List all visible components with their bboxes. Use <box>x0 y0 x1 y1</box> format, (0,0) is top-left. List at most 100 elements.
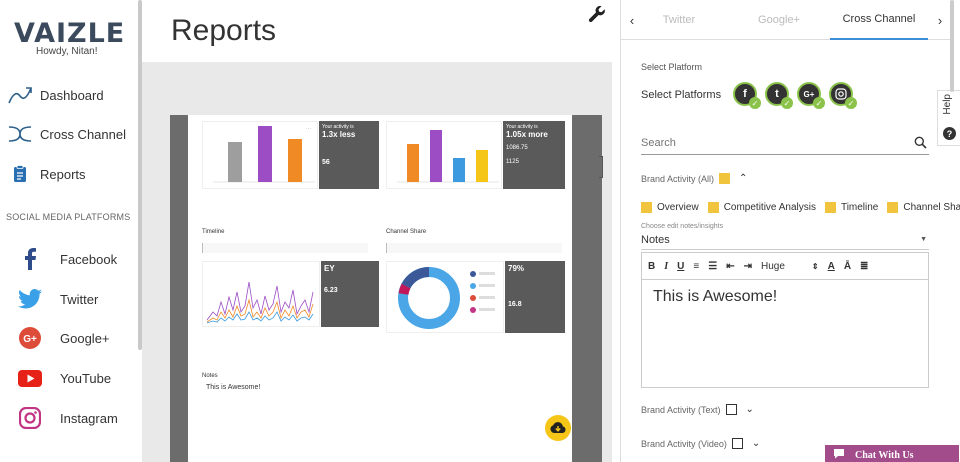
notes-text: This is Awesome! <box>206 384 261 391</box>
background-color-icon[interactable]: Ā <box>843 260 852 272</box>
option-label: Timeline <box>840 202 879 213</box>
insight-value: 1125 <box>506 159 519 165</box>
platform-label: Twitter <box>60 291 99 307</box>
choose-notes-label: Choose edit notes/insights <box>641 223 724 230</box>
channel-share-checkbox[interactable] <box>887 202 899 213</box>
insight-big: 1.3x less <box>322 130 356 139</box>
brand-activity-text[interactable]: Brand Activity (Text) ⌄ <box>641 404 754 415</box>
tab-google-plus[interactable]: Google+ <box>758 14 800 26</box>
panel-scrollbar[interactable] <box>949 0 955 462</box>
indent-icon[interactable]: ⇥ <box>743 260 752 272</box>
insight-avg: 1086.75 <box>506 145 528 151</box>
brand-activity-text-checkbox[interactable] <box>725 404 737 415</box>
report-bar-chart-2 <box>386 121 502 189</box>
brand-activity-video-checkbox[interactable] <box>731 438 743 449</box>
report-bar-chart-1: ⋯ <box>202 121 318 189</box>
brand-activity-all-checkbox[interactable] <box>719 173 731 184</box>
download-icon[interactable] <box>545 415 571 441</box>
facebook-icon <box>0 248 60 270</box>
vaizle-logo[interactable]: VAIZLE <box>14 18 126 49</box>
main-area: Reports ⋯ Your activity is 1.3x less 56 <box>142 0 612 462</box>
competitive-analysis-checkbox[interactable] <box>707 202 719 213</box>
sidebar: VAIZLE Howdy, Nitan! Dashboard Cross Cha… <box>0 0 138 462</box>
caret-down-icon[interactable]: ▼ <box>920 236 927 243</box>
chat-with-us-button[interactable]: Chat With Us <box>825 445 959 462</box>
tab-twitter[interactable]: Twitter <box>662 14 696 26</box>
search-input[interactable] <box>641 133 901 153</box>
nav-dashboard[interactable]: Dashboard <box>0 80 138 110</box>
check-icon: ✓ <box>813 97 825 109</box>
nav-cross-channel[interactable]: Cross Channel <box>0 119 138 149</box>
underline-button[interactable]: U <box>677 260 685 272</box>
page-title: Reports <box>171 14 277 47</box>
insight-big: 1.05x more <box>506 130 548 139</box>
select-platform-label: Select Platform <box>641 62 703 72</box>
notes-label: Notes <box>202 373 218 379</box>
twitter-icon <box>0 289 60 309</box>
timeline-insight: EY 6.23 <box>321 261 379 327</box>
platform-label: YouTube <box>60 370 112 386</box>
platform-twitter[interactable]: Twitter <box>0 284 138 314</box>
report-insight-2: Your activity is 1.05x more 1086.75 1125 <box>503 121 565 189</box>
insight-value: 56 <box>322 159 330 166</box>
help-tab[interactable]: ? Help <box>937 90 960 146</box>
search-field[interactable] <box>641 133 929 155</box>
report-insight-1: Your activity is 1.3x less 56 <box>319 121 379 189</box>
svg-text:G+: G+ <box>23 334 37 345</box>
crossing-arrows-icon <box>0 124 40 144</box>
greeting: Howdy, Nitan! <box>36 46 98 57</box>
timeline-note <box>202 243 368 253</box>
nav-label: Cross Channel <box>40 126 126 142</box>
timeline-chart <box>202 261 320 327</box>
chevron-up-icon[interactable]: ⌃ <box>739 173 748 184</box>
chevron-left-icon[interactable]: ‹ <box>629 12 635 28</box>
nav-reports[interactable]: Reports <box>0 159 138 189</box>
timeline-checkbox[interactable] <box>824 202 836 213</box>
font-size-select[interactable]: Huge <box>760 260 785 272</box>
chevron-right-icon[interactable]: › <box>937 12 943 28</box>
clipboard-icon <box>0 165 40 183</box>
notes-select[interactable]: Notes ▼ <box>641 234 929 250</box>
channel-share-label: Channel Share <box>386 229 427 235</box>
platform-label: Instagram <box>60 410 118 426</box>
resize-handle[interactable] <box>599 156 603 178</box>
check-icon: ✓ <box>749 97 761 109</box>
wrench-icon[interactable] <box>582 0 612 28</box>
insight-big: 79% <box>508 264 525 273</box>
chat-label: Chat With Us <box>855 449 914 461</box>
bullet-list-icon[interactable]: ☰ <box>708 260 718 272</box>
ordered-list-icon[interactable]: ≡ <box>693 260 700 272</box>
channel-share-note <box>386 243 562 253</box>
youtube-icon <box>0 369 60 387</box>
font-color-icon[interactable]: A <box>827 260 835 272</box>
check-icon: ✓ <box>845 97 857 109</box>
platform-google-plus[interactable]: G+ Google+ <box>0 323 138 353</box>
brand-activity-video[interactable]: Brand Activity (Video) ⌄ <box>641 438 760 449</box>
brand-activity-text-label: Brand Activity (Text) <box>641 404 721 415</box>
donut-chart <box>386 261 504 333</box>
chevron-down-icon[interactable]: ⌄ <box>751 438 761 449</box>
align-icon[interactable]: ≣ <box>860 260 869 272</box>
outdent-icon[interactable]: ⇤ <box>726 260 735 272</box>
platform-facebook[interactable]: Facebook <box>0 244 138 274</box>
timeline-label: Timeline <box>202 229 225 235</box>
platform-youtube[interactable]: YouTube <box>0 363 138 393</box>
platform-instagram[interactable]: Instagram <box>0 403 138 433</box>
sidebar-scrollbar[interactable] <box>138 0 142 350</box>
overview-checkbox[interactable] <box>641 202 652 213</box>
insight-line: Your activity is <box>506 124 538 130</box>
notes-editor[interactable]: This is Awesome! <box>641 280 929 388</box>
report-document: ⋯ Your activity is 1.3x less 56 Your <box>188 115 572 462</box>
chevron-down-icon[interactable]: ⌄ <box>745 404 754 415</box>
italic-button[interactable]: I <box>664 260 669 272</box>
google-plus-toggle-icon[interactable]: G+ <box>797 82 821 106</box>
google-plus-icon: G+ <box>0 327 60 349</box>
size-caret-icon[interactable]: ⇕ <box>811 261 819 271</box>
tab-cross-channel[interactable]: Cross Channel <box>830 0 928 40</box>
insight-value: 6.23 <box>324 287 338 294</box>
search-icon[interactable] <box>914 136 927 154</box>
bold-button[interactable]: B <box>648 260 656 272</box>
brand-activity-all[interactable]: Brand Activity (All) ⌃ <box>641 173 747 184</box>
scrollbar-thumb[interactable] <box>950 0 954 92</box>
chat-bubble-icon <box>833 448 845 462</box>
